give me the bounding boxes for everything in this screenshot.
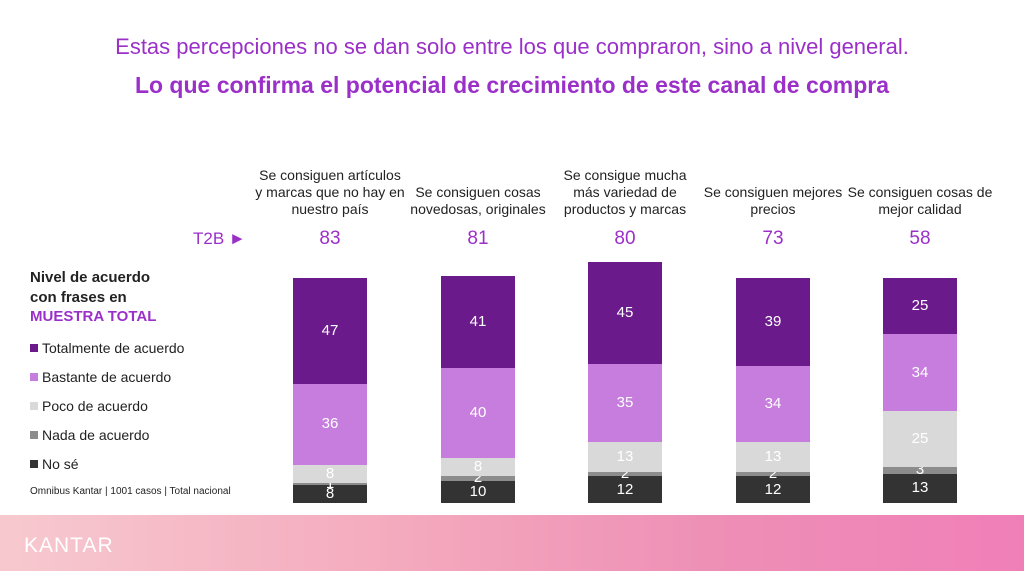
- legend-swatch: [30, 460, 38, 468]
- data-label: 12: [616, 480, 634, 498]
- legend-swatch: [30, 402, 38, 410]
- footer-band: [0, 515, 1024, 571]
- data-label: 12: [764, 480, 782, 498]
- data-label: 13: [764, 447, 782, 465]
- legend-item: Nada de acuerdo: [30, 427, 149, 443]
- bar-segment: 40: [441, 368, 515, 458]
- data-label: 39: [764, 312, 782, 330]
- data-label: 13: [616, 447, 634, 465]
- bar-segment: 2: [441, 470, 515, 485]
- category-label: Se consigue mucha más variedad de produc…: [563, 167, 687, 217]
- bar-segment: 41: [441, 275, 515, 368]
- legend-item: No sé: [30, 456, 79, 472]
- title: Estas percepciones no se dan solo entre …: [115, 34, 909, 59]
- data-label: 1: [325, 474, 335, 492]
- bar-segment: 2: [588, 466, 662, 481]
- data-label: 2: [620, 464, 630, 482]
- t2b-value: 80: [614, 228, 636, 249]
- source: Omnibus Kantar | 1001 casos | Total naci…: [30, 486, 231, 497]
- bar-segment: 3: [883, 462, 957, 477]
- data-label: 34: [764, 395, 782, 412]
- legend-swatch: [30, 431, 38, 439]
- bar-segment: 8: [293, 485, 367, 503]
- data-label: 2: [473, 469, 483, 487]
- legend-label: Nada de acuerdo: [42, 427, 150, 443]
- bar-segment: 13: [883, 473, 957, 503]
- data-label: 40: [469, 404, 487, 421]
- bar-segment: 13: [588, 442, 662, 472]
- category-label: Se consiguen artículos y marcas que no h…: [255, 167, 405, 217]
- data-label: 25: [911, 429, 929, 447]
- legend-label: Bastante de acuerdo: [42, 369, 172, 385]
- t2b-value: 73: [762, 228, 784, 249]
- data-label: 8: [325, 464, 335, 482]
- data-label: 13: [911, 479, 929, 497]
- legend-item: Poco de acuerdo: [30, 398, 148, 414]
- legend-label: Totalmente de acuerdo: [42, 340, 185, 356]
- bar-segment: 39: [736, 278, 810, 366]
- bar-segment: 25: [883, 278, 957, 335]
- subtitle: Lo que confirma el potencial de crecimie…: [134, 72, 890, 98]
- bar-segment: 36: [293, 383, 367, 465]
- legend-item: Bastante de acuerdo: [30, 369, 171, 385]
- data-label: 35: [616, 393, 634, 411]
- data-label: 41: [469, 312, 487, 330]
- bar-segment: 34: [736, 365, 810, 443]
- data-label: 2: [768, 464, 778, 482]
- bar-segment: 1: [293, 476, 367, 491]
- t2b-value: 83: [319, 228, 341, 249]
- legend-subtitle: MUESTRA TOTAL: [30, 308, 157, 325]
- bar-segment: 12: [588, 476, 662, 503]
- legend-label: No sé: [42, 456, 79, 472]
- legend-swatch: [30, 373, 38, 381]
- data-label: 36: [321, 415, 339, 433]
- data-label: 25: [911, 297, 929, 315]
- t2b-value: 58: [909, 228, 931, 249]
- category-label: Se consiguen cosas de mejor calidad: [847, 184, 993, 217]
- data-label: 10: [469, 482, 487, 500]
- legend-item: Totalmente de acuerdo: [30, 340, 184, 356]
- bar-segment: 12: [736, 476, 810, 503]
- bar-segment: 34: [883, 334, 957, 411]
- legend-title: Nivel de acuerdo con frases en: [30, 269, 151, 306]
- bar-segment: 25: [883, 410, 957, 467]
- data-label: 8: [473, 458, 483, 475]
- legend-label: Poco de acuerdo: [42, 398, 148, 414]
- bar-segment: 47: [293, 278, 367, 384]
- logo: KANTAR: [24, 534, 114, 557]
- data-label: 34: [911, 363, 929, 381]
- t2b-label: T2B ►: [193, 229, 246, 248]
- legend-swatch: [30, 344, 38, 352]
- bar-segment: 8: [441, 458, 515, 476]
- data-label: 45: [616, 303, 634, 321]
- data-label: 3: [915, 461, 925, 479]
- category-label: Se consiguen cosas novedosas, originales: [410, 184, 546, 217]
- t2b-value: 81: [467, 228, 489, 249]
- bar-segment: 45: [588, 262, 662, 364]
- data-label: 47: [321, 321, 339, 339]
- bar-segment: 35: [588, 363, 662, 443]
- bar-segment: 13: [736, 442, 810, 472]
- bar-segment: 2: [736, 466, 810, 481]
- bar-segment: 10: [441, 480, 515, 503]
- bar-segment: 8: [293, 464, 367, 483]
- category-label: Se consiguen mejores precios: [703, 184, 843, 217]
- data-label: 8: [325, 485, 335, 502]
